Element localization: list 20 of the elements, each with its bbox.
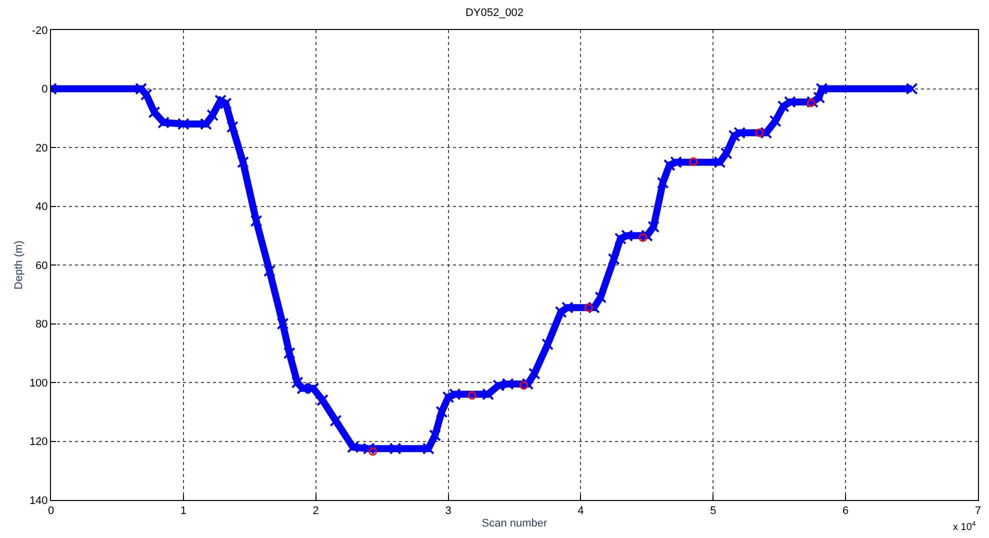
y-tick-label: 0 (42, 84, 48, 96)
x-tick-label: 3 (445, 505, 452, 518)
y-tick-label: 20 (36, 142, 48, 154)
text: x 10$^{4}$ (953, 521, 976, 534)
x-tick-label: 1 (180, 505, 186, 518)
x-tick-label: 2 (312, 505, 319, 518)
y-tick-label: 80 (36, 318, 48, 331)
y-tick-label: 140 (29, 494, 48, 507)
y-tick-label: 40 (36, 201, 48, 214)
chart-title: DY052_002 (465, 6, 524, 19)
x-tick-label: 4 (578, 505, 584, 518)
y-tick-label: 60 (36, 260, 48, 272)
y-tick-label: 100 (29, 377, 48, 390)
x-axis-title: Scan number (482, 517, 548, 530)
y-tick-label: 120 (29, 436, 48, 448)
x-tick-label: 7 (974, 505, 982, 518)
x-tick-label: 5 (710, 505, 716, 518)
y-tick-label: -20 (32, 24, 48, 37)
x-tick-label: 6 (842, 505, 849, 518)
y-axis-title: Depth (m) (13, 240, 26, 290)
